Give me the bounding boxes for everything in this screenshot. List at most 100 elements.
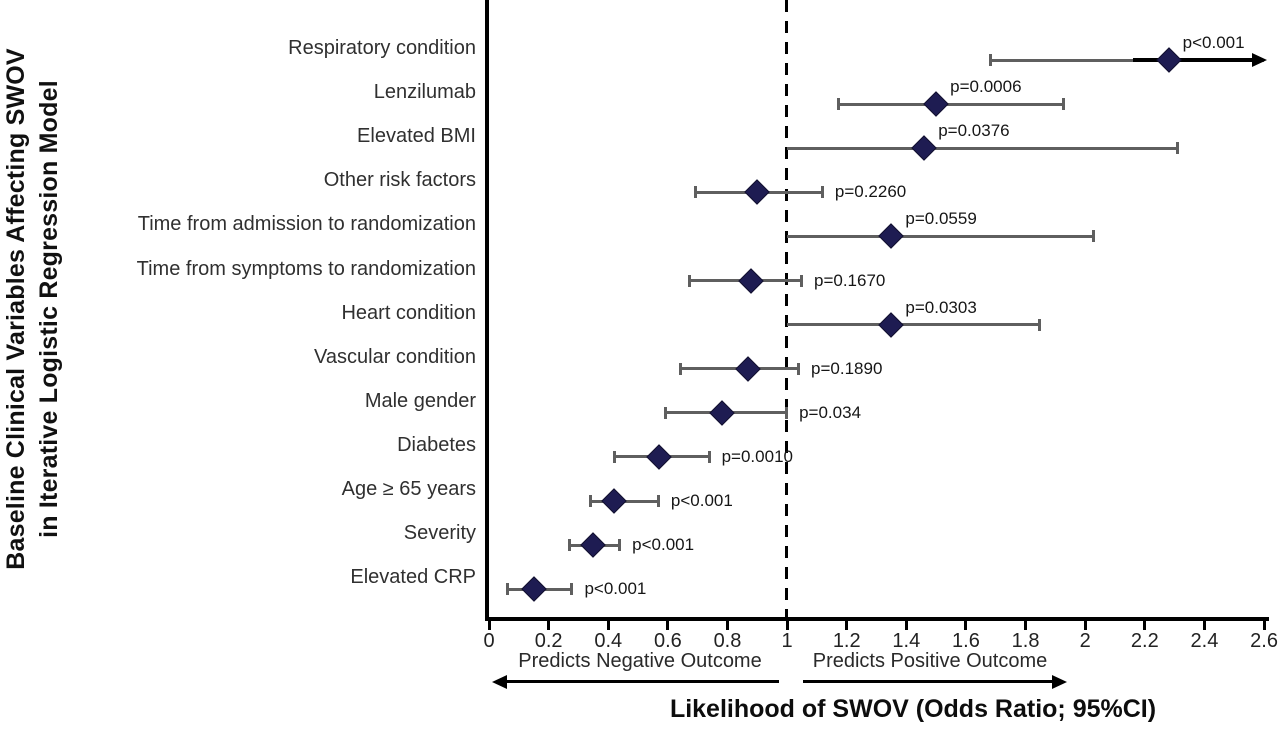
x-tick-label: 1: [781, 630, 793, 652]
odds-ratio-diamond-marker: [878, 311, 905, 338]
ci-offscale-arrowhead-icon: [1252, 53, 1268, 67]
x-tick-label: 0.6: [653, 630, 682, 652]
odds-ratio-diamond-marker: [580, 532, 607, 558]
odds-ratio-diamond-marker: [738, 267, 765, 294]
p-value-label: p=0.0303: [905, 297, 977, 317]
x-tick-mark: [845, 621, 849, 630]
p-value-label: p=0.2260: [834, 182, 907, 202]
category-label: Vascular condition: [314, 345, 476, 368]
x-tick-label: 2.4: [1190, 630, 1219, 652]
x-tick-label: 0: [483, 630, 495, 652]
x-tick-mark: [547, 621, 551, 630]
ci-cap-low: [693, 186, 697, 199]
x-tick-mark: [1083, 621, 1087, 630]
ci-cap-low: [687, 274, 691, 287]
x-tick-label: 2: [1079, 630, 1091, 652]
category-label: Other risk factors: [323, 169, 476, 192]
odds-ratio-diamond-marker: [911, 135, 937, 161]
ci-cap-low: [505, 583, 509, 596]
ci-cap-low: [678, 362, 682, 375]
odds-ratio-diamond-marker: [744, 179, 771, 206]
reference-line-or1: [785, 0, 788, 617]
p-value-label: p=0.0006: [950, 77, 1022, 97]
odds-ratio-diamond-marker: [646, 444, 672, 470]
category-label: Elevated CRP: [350, 566, 476, 589]
p-value-label: p=0.0559: [905, 209, 977, 229]
category-label: Diabetes: [397, 433, 476, 456]
x-tick-label: 1.2: [832, 630, 861, 652]
ci-cap-low: [663, 406, 667, 419]
ci-cap-high: [656, 495, 660, 507]
ci-whisker-line: [787, 234, 1095, 238]
odds-ratio-diamond-marker: [878, 223, 905, 250]
x-tick-mark: [1202, 621, 1206, 630]
negative-direction-arrowhead-icon: [492, 675, 507, 689]
x-tick-label: 0.8: [713, 630, 742, 652]
p-value-label: p=0.1890: [811, 358, 883, 378]
ci-whisker-line: [787, 323, 1041, 327]
ci-cap-low: [589, 495, 593, 507]
x-tick-mark: [1143, 621, 1147, 630]
x-tick-label: 2.2: [1130, 630, 1159, 652]
p-value-label: p<0.001: [584, 579, 647, 599]
p-value-label: p<0.001: [1182, 33, 1245, 52]
x-tick-mark: [904, 621, 908, 630]
x-tick-mark: [964, 621, 968, 630]
category-label: Age ≥ 65 years: [341, 478, 476, 500]
ci-cap-low: [836, 98, 840, 111]
p-value-label: p<0.001: [632, 535, 695, 555]
y-axis-title-line1: Baseline Clinical Variables Affecting SW…: [2, 48, 30, 570]
p-value-label: p=0.0010: [721, 446, 793, 466]
odds-ratio-diamond-marker: [520, 576, 547, 602]
x-tick-label: 0.2: [534, 630, 563, 652]
ci-cap-high: [570, 583, 574, 596]
x-axis-title: Likelihood of SWOV (Odds Ratio; 95%CI): [669, 695, 1157, 723]
category-label: Elevated BMI: [357, 125, 476, 148]
positive-direction-arrowhead-icon: [1052, 675, 1067, 689]
y-axis-line: [485, 0, 489, 621]
ci-cap-high: [800, 274, 803, 287]
ci-whisker-line: [837, 102, 1065, 106]
x-axis-line: [485, 617, 1269, 621]
ci-offscale-arrow: [1132, 58, 1255, 62]
category-label: Respiratory condition: [288, 37, 476, 59]
category-label: Lenzilumab: [373, 81, 476, 104]
x-tick-mark: [1024, 621, 1028, 630]
p-value-label: p=0.034: [799, 402, 862, 422]
p-value-label: p=0.0376: [938, 121, 1010, 141]
ci-cap-high: [1062, 98, 1066, 111]
x-tick-mark: [606, 621, 610, 630]
ci-cap-high: [820, 186, 824, 199]
x-tick-mark: [785, 621, 789, 630]
x-tick-label: 0.4: [594, 630, 623, 652]
ci-cap-high: [707, 450, 711, 463]
odds-ratio-diamond-marker: [735, 355, 762, 382]
ci-cap-high: [618, 539, 622, 552]
x-tick-mark: [725, 621, 729, 630]
predicts-negative-label: Predicts Negative Outcome: [518, 650, 762, 672]
ci-cap-high: [785, 406, 789, 419]
p-value-label: p=0.1670: [814, 270, 886, 290]
odds-ratio-diamond-marker: [601, 488, 627, 514]
x-tick-label: 2.6: [1250, 630, 1278, 652]
x-tick-label: 1.4: [892, 630, 921, 652]
odds-ratio-diamond-marker: [708, 400, 735, 426]
category-label: Time from symptoms to randomization: [136, 257, 476, 280]
odds-ratio-diamond-marker: [1155, 47, 1182, 73]
p-value-label: p<0.001: [670, 491, 733, 510]
negative-direction-arrow: [505, 680, 779, 683]
odds-ratio-diamond-marker: [923, 91, 949, 117]
ci-cap-low: [568, 539, 572, 552]
ci-cap-low: [613, 450, 617, 463]
category-label: Severity: [403, 522, 476, 545]
x-tick-mark: [666, 621, 670, 630]
ci-cap-high: [1038, 318, 1042, 331]
category-label: Heart condition: [341, 301, 476, 324]
ci-cap-low: [988, 54, 992, 66]
positive-direction-arrow: [803, 680, 1053, 683]
ci-whisker-line: [787, 146, 1178, 150]
ci-cap-high: [1092, 230, 1096, 243]
ci-cap-high: [797, 362, 801, 375]
x-tick-label: 1.6: [952, 630, 980, 652]
